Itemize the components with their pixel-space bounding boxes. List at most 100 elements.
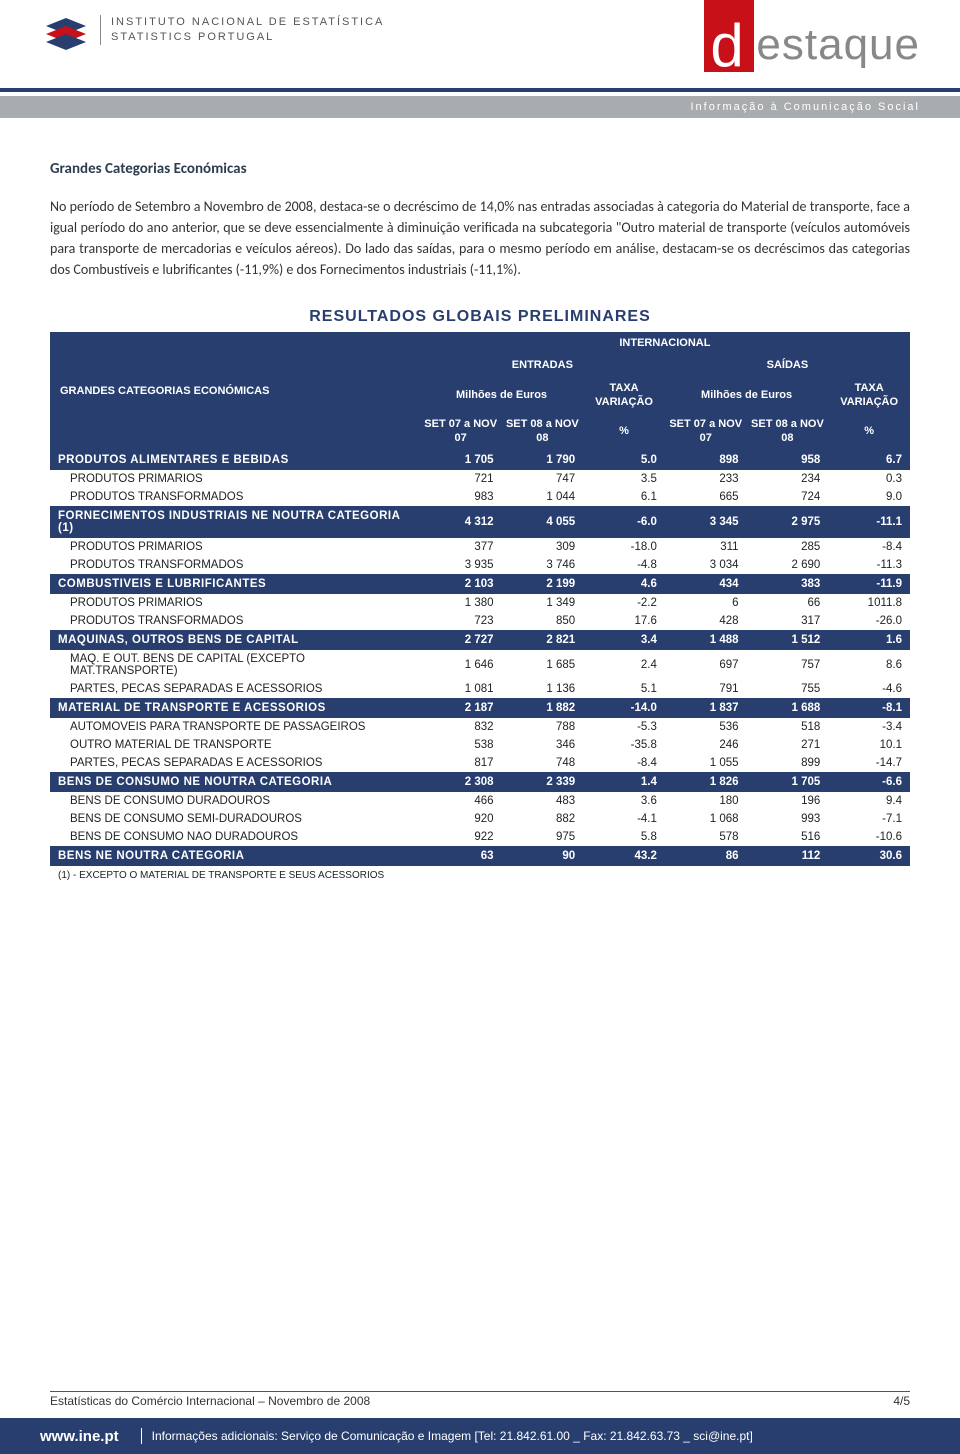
sub-label: PARTES, PECAS SEPARADAS E ACESSORIOS xyxy=(50,754,420,772)
footer-url: www.ine.pt xyxy=(40,1428,119,1445)
sub-value: 832 xyxy=(420,718,502,736)
sub-value: 2 690 xyxy=(747,556,829,574)
sub-value: -3.4 xyxy=(828,718,910,736)
sub-value: 697 xyxy=(665,650,747,680)
category-value: 86 xyxy=(665,846,747,866)
category-value: 958 xyxy=(747,450,829,470)
sub-value: 8.6 xyxy=(828,650,910,680)
sub-value: 748 xyxy=(502,754,584,772)
table-footnote: (1) - EXCEPTO O MATERIAL DE TRANSPORTE E… xyxy=(50,866,910,889)
th-scope: INTERNACIONAL xyxy=(420,332,910,354)
category-value: 2 199 xyxy=(502,574,584,594)
sub-label: OUTRO MATERIAL DE TRANSPORTE xyxy=(50,736,420,754)
sub-value: 377 xyxy=(420,538,502,556)
table-category-row: COMBUSTIVEIS E LUBRIFICANTES2 1032 1994.… xyxy=(50,574,910,594)
category-value: -11.1 xyxy=(828,506,910,538)
sub-value: 721 xyxy=(420,470,502,488)
sub-label: PRODUTOS PRIMARIOS xyxy=(50,538,420,556)
page-footer: Estatísticas do Comércio Internacional –… xyxy=(50,1391,910,1408)
sub-value: 791 xyxy=(665,680,747,698)
sub-value: 9.4 xyxy=(828,792,910,810)
sub-label: BENS DE CONSUMO SEMI-DURADOUROS xyxy=(50,810,420,828)
sub-value: 9.0 xyxy=(828,488,910,506)
sub-value: -8.4 xyxy=(828,538,910,556)
category-value: 1 705 xyxy=(420,450,502,470)
sub-value: 788 xyxy=(502,718,584,736)
table-category-row: FORNECIMENTOS INDUSTRIAIS NE NOUTRA CATE… xyxy=(50,506,910,538)
th-p08-ent: SET 08 a NOV 08 xyxy=(502,413,584,450)
sub-value: 196 xyxy=(747,792,829,810)
sub-value: 180 xyxy=(665,792,747,810)
category-label: PRODUTOS ALIMENTARES E BEBIDAS xyxy=(50,450,420,470)
table-sub-row: BENS DE CONSUMO SEMI-DURADOUROS920882-4.… xyxy=(50,810,910,828)
sub-value: 724 xyxy=(747,488,829,506)
category-value: 4 312 xyxy=(420,506,502,538)
sub-value: 3 034 xyxy=(665,556,747,574)
sub-value: -10.6 xyxy=(828,828,910,846)
sub-value: 271 xyxy=(747,736,829,754)
category-value: 2 727 xyxy=(420,630,502,650)
category-value: 112 xyxy=(747,846,829,866)
footer-divider xyxy=(141,1428,142,1444)
table-sub-row: PRODUTOS PRIMARIOS7217473.52332340.3 xyxy=(50,470,910,488)
sub-value: 5.1 xyxy=(583,680,665,698)
sub-value: 518 xyxy=(747,718,829,736)
destaque-text: estaque xyxy=(756,0,920,70)
table-sub-row: PRODUTOS TRANSFORMADOS3 9353 746-4.83 03… xyxy=(50,556,910,574)
category-value: 2 821 xyxy=(502,630,584,650)
ine-name-line1: Instituto Nacional de Estatística xyxy=(111,15,384,30)
sub-label: BENS DE CONSUMO NAO DURADOUROS xyxy=(50,828,420,846)
table-preliminary-title: RESULTADOS GLOBAIS PRELIMINARES xyxy=(50,306,910,332)
table-sub-row: OUTRO MATERIAL DE TRANSPORTE538346-35.82… xyxy=(50,736,910,754)
table-sub-row: PARTES, PECAS SEPARADAS E ACESSORIOS8177… xyxy=(50,754,910,772)
category-value: 434 xyxy=(665,574,747,594)
sub-value: 10.1 xyxy=(828,736,910,754)
category-value: -6.6 xyxy=(828,772,910,792)
sub-value: 920 xyxy=(420,810,502,828)
category-value: 898 xyxy=(665,450,747,470)
category-value: 43.2 xyxy=(583,846,665,866)
th-saidas: SAÍDAS xyxy=(665,354,910,376)
sub-value: 747 xyxy=(502,470,584,488)
results-table: GRANDES CATEGORIAS ECONÓMICAS INTERNACIO… xyxy=(50,332,910,889)
sub-value: -18.0 xyxy=(583,538,665,556)
category-value: 1 882 xyxy=(502,698,584,718)
sub-value: 17.6 xyxy=(583,612,665,630)
sub-value: -4.1 xyxy=(583,810,665,828)
category-value: 1 705 xyxy=(747,772,829,792)
th-p07-sai: SET 07 a NOV 07 xyxy=(665,413,747,450)
page-header: Instituto Nacional de Estatística Statis… xyxy=(0,0,960,130)
sub-label: PARTES, PECAS SEPARADAS E ACESSORIOS xyxy=(50,680,420,698)
category-value: 30.6 xyxy=(828,846,910,866)
th-milhoes-sai: Milhões de Euros xyxy=(665,377,828,414)
sub-value: 665 xyxy=(665,488,747,506)
sub-value: 882 xyxy=(502,810,584,828)
sub-value: -14.7 xyxy=(828,754,910,772)
destaque-d-icon xyxy=(704,0,754,72)
table-sub-row: AUTOMOVEIS PARA TRANSPORTE DE PASSAGEIRO… xyxy=(50,718,910,736)
category-value: 6.7 xyxy=(828,450,910,470)
table-category-row: BENS DE CONSUMO NE NOUTRA CATEGORIA2 308… xyxy=(50,772,910,792)
table-body: PRODUTOS ALIMENTARES E BEBIDAS1 7051 790… xyxy=(50,450,910,866)
category-value: -6.0 xyxy=(583,506,665,538)
category-label: MATERIAL DE TRANSPORTE E ACESSORIOS xyxy=(50,698,420,718)
category-value: 1 837 xyxy=(665,698,747,718)
category-value: 2 187 xyxy=(420,698,502,718)
sub-label: AUTOMOVEIS PARA TRANSPORTE DE PASSAGEIRO… xyxy=(50,718,420,736)
category-value: 2 975 xyxy=(747,506,829,538)
sub-value: -35.8 xyxy=(583,736,665,754)
category-value: 3.4 xyxy=(583,630,665,650)
category-value: 1 826 xyxy=(665,772,747,792)
sub-value: 285 xyxy=(747,538,829,556)
sub-value: -11.3 xyxy=(828,556,910,574)
sub-value: 1 055 xyxy=(665,754,747,772)
th-p08-sai: SET 08 a NOV 08 xyxy=(747,413,829,450)
th-pct-ent: % xyxy=(583,413,665,450)
category-value: 4.6 xyxy=(583,574,665,594)
th-milhoes-ent: Milhões de Euros xyxy=(420,377,583,414)
table-sub-row: PARTES, PECAS SEPARADAS E ACESSORIOS1 08… xyxy=(50,680,910,698)
sub-value: 6 xyxy=(665,594,747,612)
category-value: 2 103 xyxy=(420,574,502,594)
footer-left: Estatísticas do Comércio Internacional –… xyxy=(50,1394,370,1408)
sub-value: 993 xyxy=(747,810,829,828)
